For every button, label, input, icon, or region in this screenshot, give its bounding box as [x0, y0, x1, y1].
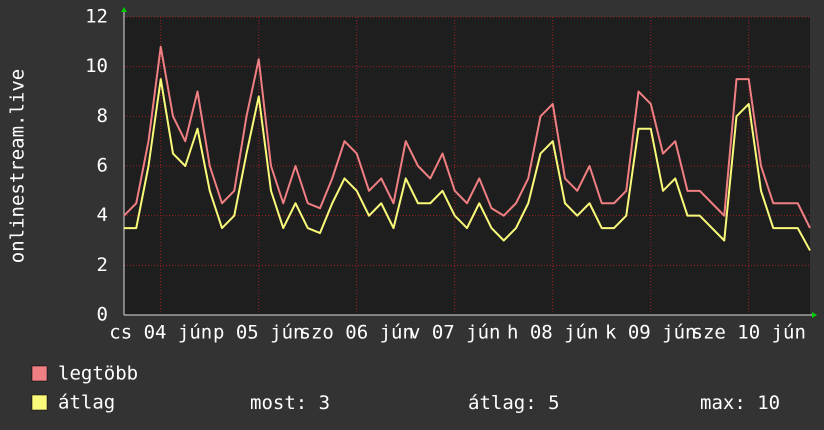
series-line	[124, 78, 811, 251]
legend-label: átlag	[58, 392, 115, 414]
legend-label: legtöbb	[58, 363, 138, 385]
legend-stat: most: 3	[250, 392, 330, 414]
axis-arrow	[812, 312, 817, 318]
legend-stat: max: 10	[700, 392, 780, 414]
x-tick-label: sze 10 jún	[692, 322, 806, 344]
x-tick-label: p 05 jún	[213, 322, 305, 344]
x-tick-label: h 08 jún	[507, 322, 599, 344]
y-tick-label: 12	[85, 6, 108, 28]
x-tick-label: v 07 jún	[409, 322, 501, 344]
legend-swatch	[31, 394, 48, 411]
legend-stat: átlag: 5	[468, 392, 560, 414]
stat-value: 5	[548, 392, 559, 414]
stat-label: most:	[250, 392, 307, 414]
y-tick-label: 0	[97, 304, 108, 326]
stat-value: 10	[757, 392, 780, 414]
stat-label: átlag:	[468, 392, 537, 414]
x-tick-label: k 09 jún	[605, 322, 697, 344]
y-tick-label: 8	[97, 105, 108, 127]
series-line	[123, 45, 811, 229]
x-tick-label: cs 04 jún	[109, 322, 212, 344]
y-tick-label: 10	[85, 55, 108, 77]
stat-label: max:	[700, 392, 746, 414]
legend-swatch	[31, 365, 48, 382]
x-tick-label: szo 06 jún	[300, 322, 414, 344]
y-tick-label: 6	[97, 155, 108, 177]
y-tick-label: 4	[97, 204, 108, 226]
y-axis-label: onlinestream.live	[7, 69, 29, 263]
stat-value: 3	[319, 392, 330, 414]
y-tick-label: 2	[97, 254, 108, 276]
axis-arrow	[121, 7, 127, 12]
